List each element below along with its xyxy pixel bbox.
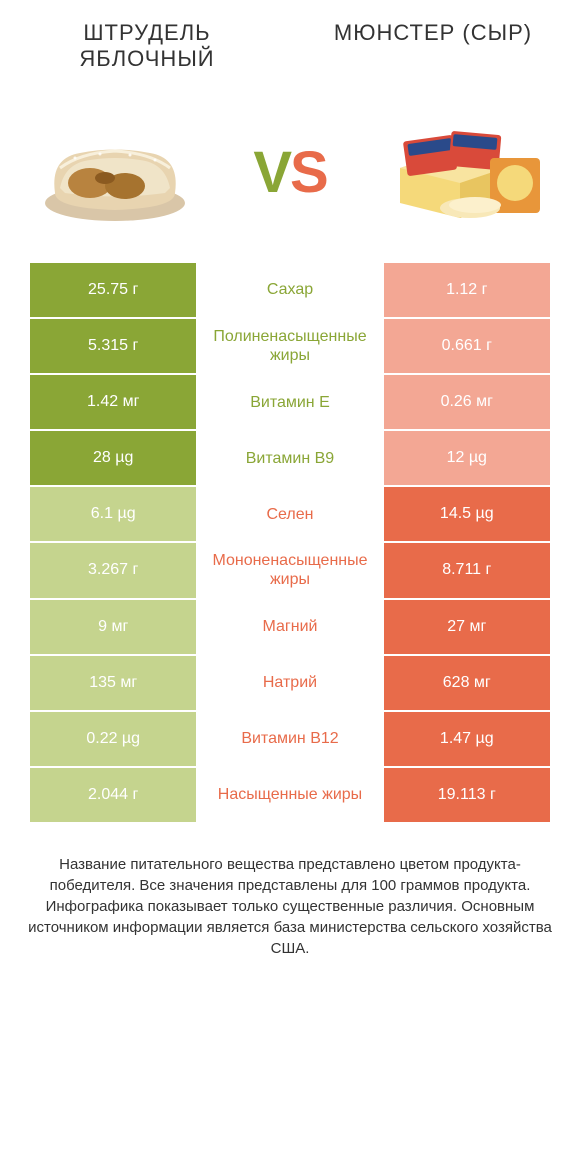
- left-value: 135 мг: [30, 656, 196, 710]
- nutrient-label: Витамин B9: [196, 431, 383, 485]
- nutrient-label: Витамин B12: [196, 712, 383, 766]
- table-row: 6.1 µgСелен14.5 µg: [30, 487, 550, 543]
- table-row: 3.267 гМононенасыщенные жиры8.711 г: [30, 543, 550, 599]
- nutrient-label: Селен: [196, 487, 383, 541]
- left-value: 3.267 г: [30, 543, 196, 597]
- left-value: 25.75 г: [30, 263, 196, 317]
- strudel-image: [30, 108, 200, 238]
- left-value: 0.22 µg: [30, 712, 196, 766]
- nutrient-label: Мононенасыщенные жиры: [196, 543, 383, 597]
- table-row: 0.22 µgВитамин B121.47 µg: [30, 712, 550, 768]
- nutrient-label: Витамин E: [196, 375, 383, 429]
- table-row: 1.42 мгВитамин E0.26 мг: [30, 375, 550, 431]
- vs-label: VS: [253, 139, 326, 206]
- nutrient-label: Магний: [196, 600, 383, 654]
- left-value: 28 µg: [30, 431, 196, 485]
- nutrient-label: Натрий: [196, 656, 383, 710]
- right-value: 19.113 г: [384, 768, 550, 822]
- right-value: 12 µg: [384, 431, 550, 485]
- right-value: 1.12 г: [384, 263, 550, 317]
- left-product-title: ШТРУДЕЛЬ ЯБЛОЧНЫЙ: [30, 20, 264, 73]
- header: ШТРУДЕЛЬ ЯБЛОЧНЫЙ МЮНСТЕР (СЫР): [0, 0, 580, 83]
- table-row: 25.75 гСахар1.12 г: [30, 263, 550, 319]
- left-value: 6.1 µg: [30, 487, 196, 541]
- right-value: 27 мг: [384, 600, 550, 654]
- right-value: 8.711 г: [384, 543, 550, 597]
- nutrient-label: Сахар: [196, 263, 383, 317]
- comparison-table: 25.75 гСахар1.12 г5.315 гПолиненасыщенны…: [0, 263, 580, 824]
- images-row: VS: [0, 83, 580, 263]
- table-row: 28 µgВитамин B912 µg: [30, 431, 550, 487]
- table-row: 135 мгНатрий628 мг: [30, 656, 550, 712]
- right-value: 14.5 µg: [384, 487, 550, 541]
- right-value: 0.661 г: [384, 319, 550, 373]
- table-row: 9 мгМагний27 мг: [30, 600, 550, 656]
- table-row: 5.315 гПолиненасыщенные жиры0.661 г: [30, 319, 550, 375]
- left-value: 2.044 г: [30, 768, 196, 822]
- right-value: 628 мг: [384, 656, 550, 710]
- footer-note: Название питательного вещества представл…: [0, 824, 580, 979]
- right-product-title: МЮНСТЕР (СЫР): [316, 20, 550, 73]
- left-value: 5.315 г: [30, 319, 196, 373]
- nutrient-label: Насыщенные жиры: [196, 768, 383, 822]
- right-value: 1.47 µg: [384, 712, 550, 766]
- left-value: 1.42 мг: [30, 375, 196, 429]
- right-value: 0.26 мг: [384, 375, 550, 429]
- left-value: 9 мг: [30, 600, 196, 654]
- cheese-image: [380, 108, 550, 238]
- table-row: 2.044 гНасыщенные жиры19.113 г: [30, 768, 550, 824]
- nutrient-label: Полиненасыщенные жиры: [196, 319, 383, 373]
